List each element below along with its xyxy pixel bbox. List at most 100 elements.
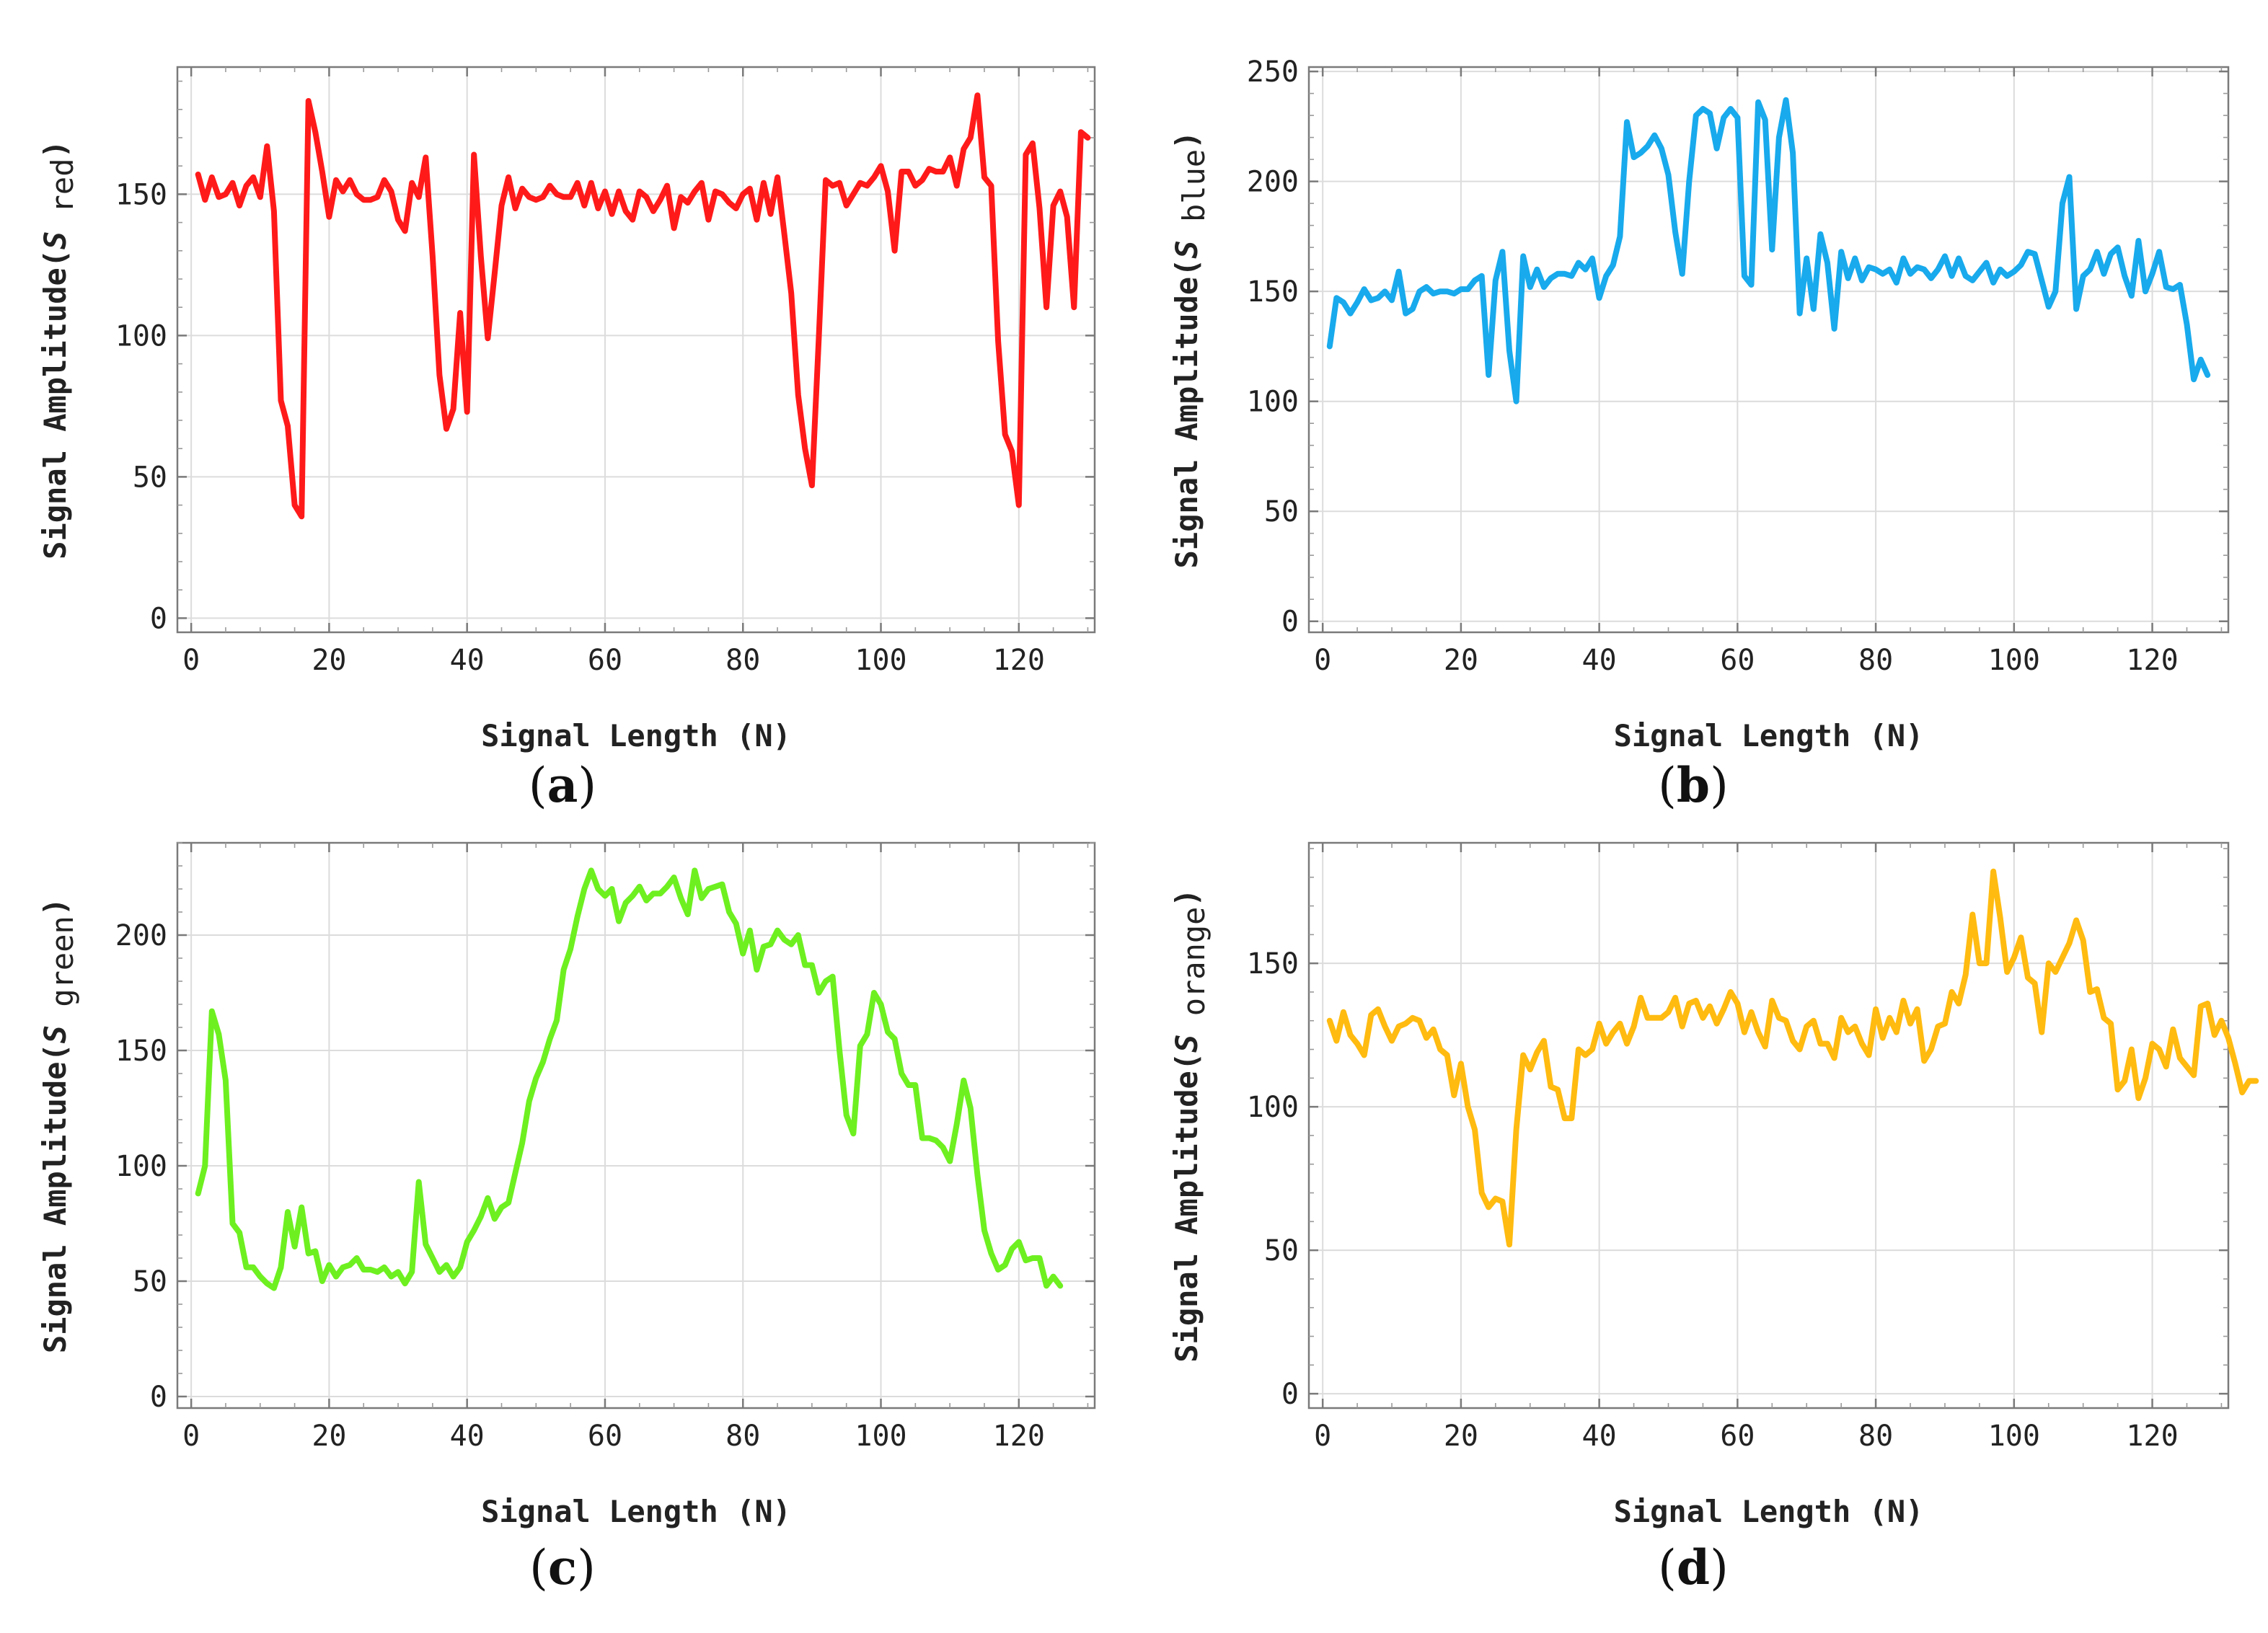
x-tick-label: 20	[312, 1420, 346, 1453]
x-axis-label: Signal Length (N)	[481, 1494, 791, 1529]
caption-letter: a	[547, 757, 578, 813]
plot-frame	[1307, 841, 2230, 1409]
y-axis-label-symbol: S	[1169, 240, 1204, 258]
y-axis-label-subscript: green	[45, 916, 80, 1025]
x-tick-label: 80	[1858, 644, 1893, 677]
y-tick-label: 100	[1247, 386, 1299, 419]
y-axis-label-subscript: red	[45, 158, 80, 231]
y-tick-label: 100	[1247, 1091, 1299, 1124]
y-axis-label-subscript: blue	[1176, 149, 1212, 240]
x-tick-label: 0	[1314, 644, 1331, 677]
y-axis-label-text: )	[1169, 131, 1204, 149]
caption-paren: (	[1658, 1540, 1677, 1596]
x-tick-label: 40	[1582, 1420, 1617, 1453]
x-tick-label: 100	[855, 644, 906, 677]
x-tick-label: 100	[855, 1420, 906, 1453]
y-tick-label: 200	[115, 919, 167, 952]
y-axis-label-text: )	[1169, 888, 1204, 906]
panel-caption: (d)	[1658, 1539, 1729, 1596]
x-tick-label: 40	[450, 644, 485, 677]
x-tick-label: 80	[1858, 1420, 1893, 1453]
caption-paren: (	[529, 758, 547, 813]
y-axis-label-text: )	[37, 898, 73, 916]
series-line-s-orange	[1326, 868, 2259, 1248]
plot-frame	[176, 841, 1096, 1409]
panel-caption: (b)	[1658, 757, 1729, 813]
caption-paren: (	[1658, 758, 1677, 813]
caption-paren: )	[1710, 758, 1729, 813]
x-tick-label: 20	[1444, 1420, 1478, 1453]
series-line-s-green	[195, 867, 1064, 1291]
caption-paren: )	[577, 1540, 596, 1596]
y-tick-label: 50	[133, 461, 167, 494]
y-tick-label: 0	[1281, 606, 1299, 639]
y-tick-label: 0	[150, 602, 167, 635]
plot-frame	[176, 66, 1096, 634]
chart-panel-b: 0 20 40 60 80 100 120 0 50 100 150 200 250 Signal Len…	[1169, 56, 2230, 813]
y-axis-label-symbol: S	[1169, 1035, 1204, 1053]
y-tick-label: 50	[1264, 495, 1299, 528]
x-tick-label: 120	[2126, 1420, 2178, 1453]
caption-paren: (	[529, 1540, 548, 1596]
y-tick-label: 150	[1247, 947, 1299, 981]
x-tick-label: 80	[725, 644, 760, 677]
x-tick-label: 20	[1444, 644, 1478, 677]
y-axis-label: Signal Amplitude(S blue)	[1169, 131, 1212, 569]
x-tick-label: 60	[1720, 1420, 1755, 1453]
panel-caption: (a)	[529, 757, 596, 813]
chart-panel-a: 0 20 40 60 80 100 120 0 50 100 150 Signal Length (N…	[37, 66, 1096, 813]
chart-panel-c: 0 20 40 60 80 100 120 0 50 100 150 200 Signal Length…	[37, 841, 1096, 1596]
y-axis-label-text: Signal Amplitude(	[37, 249, 73, 559]
y-tick-label: 150	[1247, 275, 1299, 309]
x-tick-label: 40	[1582, 644, 1617, 677]
y-axis-label-text: Signal Amplitude(	[1169, 1053, 1204, 1363]
y-tick-label: 150	[115, 178, 167, 211]
y-axis-label-text: Signal Amplitude(	[37, 1043, 73, 1353]
x-tick-label: 120	[993, 644, 1045, 677]
x-tick-label: 80	[725, 1420, 760, 1453]
chart-panel-d: 0 20 40 60 80 100 120 0 50 100 150 Signal Length (N…	[1169, 841, 2259, 1596]
y-axis-label-text: )	[37, 140, 73, 158]
x-axis-label: Signal Length (N)	[481, 718, 791, 753]
caption-letter: d	[1677, 1539, 1710, 1596]
x-tick-label: 0	[182, 644, 200, 677]
y-axis-label: Signal Amplitude(S red)	[37, 140, 80, 559]
series-line-s-red	[195, 92, 1091, 520]
x-tick-label: 100	[1988, 644, 2040, 677]
y-tick-label: 50	[133, 1265, 167, 1298]
x-tick-label: 0	[1314, 1420, 1331, 1453]
y-tick-label: 200	[1247, 166, 1299, 199]
x-tick-label: 120	[993, 1420, 1045, 1453]
caption-paren: )	[1710, 1540, 1729, 1596]
plot-frame	[1307, 66, 2230, 634]
y-tick-label: 0	[1281, 1378, 1299, 1411]
caption-letter: c	[548, 1539, 577, 1596]
y-axis-label-symbol: S	[37, 1025, 73, 1043]
x-axis-label: Signal Length (N)	[1614, 718, 1924, 753]
x-tick-label: 20	[312, 644, 346, 677]
x-tick-label: 60	[588, 644, 622, 677]
x-tick-label: 60	[1720, 644, 1755, 677]
caption-letter: b	[1677, 757, 1710, 813]
y-tick-label: 50	[1264, 1234, 1299, 1267]
y-axis-label: Signal Amplitude(S orange)	[1169, 888, 1212, 1362]
x-tick-label: 120	[2126, 644, 2178, 677]
y-axis-label: Signal Amplitude(S green)	[37, 898, 80, 1353]
y-axis-label-subscript: orange	[1176, 907, 1212, 1035]
x-tick-label: 0	[182, 1420, 200, 1453]
y-axis-label-symbol: S	[37, 231, 73, 249]
x-tick-label: 40	[450, 1420, 485, 1453]
x-axis-label: Signal Length (N)	[1614, 1494, 1924, 1529]
y-tick-label: 100	[115, 319, 167, 353]
y-tick-label: 0	[150, 1381, 167, 1414]
panel-caption: (c)	[529, 1539, 596, 1596]
y-axis-label-text: Signal Amplitude(	[1169, 259, 1204, 569]
caption-paren: )	[578, 758, 596, 813]
y-tick-label: 100	[115, 1150, 167, 1183]
x-tick-label: 60	[588, 1420, 622, 1453]
x-tick-label: 100	[1988, 1420, 2040, 1453]
series-line-s-blue	[1326, 97, 2211, 404]
y-tick-label: 150	[115, 1035, 167, 1068]
y-tick-label: 250	[1247, 56, 1299, 89]
